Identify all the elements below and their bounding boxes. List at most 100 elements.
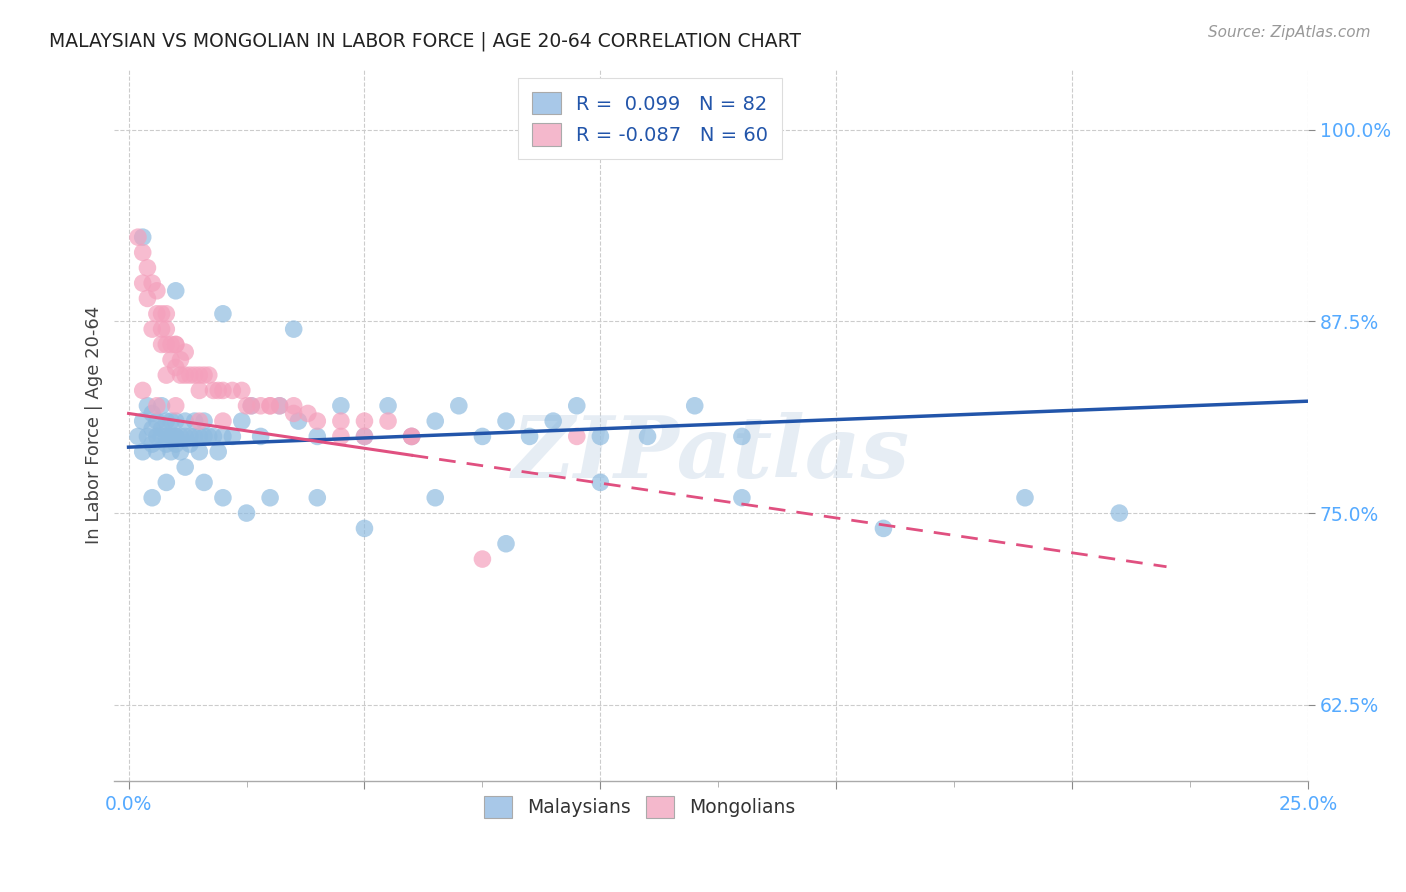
Mongolians [188,368,211,383]
Malaysians [269,399,291,413]
Mongolians [283,399,305,413]
Mongolians [160,352,183,367]
Mongolians [240,399,263,413]
Malaysians [174,460,197,475]
Mongolians [188,414,211,428]
Malaysians [183,414,205,428]
Malaysians [155,414,177,428]
Malaysians [1108,506,1130,520]
Malaysians [179,429,201,443]
Malaysians [307,429,329,443]
Malaysians [235,506,257,520]
Malaysians [589,429,612,443]
Mongolians [193,368,215,383]
Malaysians [165,437,187,451]
Malaysians [565,399,588,413]
Malaysians [132,414,155,428]
Mongolians [150,322,173,336]
Malaysians [183,429,205,443]
Mongolians [146,399,169,413]
Y-axis label: In Labor Force | Age 20-64: In Labor Force | Age 20-64 [86,306,103,544]
Mongolians [197,368,219,383]
Mongolians [132,384,155,398]
Mongolians [155,368,177,383]
Mongolians [401,429,423,443]
Mongolians [150,337,173,351]
Malaysians [150,429,173,443]
Malaysians [240,399,263,413]
Malaysians [471,429,494,443]
Mongolians [259,399,281,413]
Mongolians [165,337,187,351]
Mongolians [150,307,173,321]
Mongolians [471,552,494,566]
Mongolians [155,307,177,321]
Mongolians [202,384,225,398]
Malaysians [202,429,225,443]
Mongolians [132,245,155,260]
Malaysians [174,414,197,428]
Malaysians [179,437,201,451]
Mongolians [165,360,187,375]
Mongolians [353,429,375,443]
Mongolians [141,322,163,336]
Malaysians [150,399,173,413]
Mongolians [401,429,423,443]
Malaysians [136,429,159,443]
Malaysians [287,414,309,428]
Mongolians [132,276,155,290]
Malaysians [146,444,169,458]
Mongolians [146,284,169,298]
Legend: Malaysians, Mongolians: Malaysians, Mongolians [477,789,803,825]
Mongolians [165,337,187,351]
Mongolians [183,368,205,383]
Malaysians [683,399,706,413]
Mongolians [297,406,319,420]
Mongolians [136,260,159,275]
Text: ZIPatlas: ZIPatlas [512,412,910,495]
Mongolians [329,414,352,428]
Malaysians [353,521,375,535]
Malaysians [401,429,423,443]
Mongolians [141,276,163,290]
Malaysians [589,475,612,490]
Malaysians [165,284,187,298]
Malaysians [193,429,215,443]
Malaysians [377,399,399,413]
Malaysians [637,429,659,443]
Mongolians [221,384,243,398]
Malaysians [155,429,177,443]
Mongolians [165,399,187,413]
Malaysians [495,414,517,428]
Mongolians [169,368,191,383]
Malaysians [193,475,215,490]
Mongolians [169,352,191,367]
Malaysians [425,414,447,428]
Malaysians [212,307,235,321]
Malaysians [425,491,447,505]
Mongolians [307,414,329,428]
Malaysians [141,422,163,436]
Malaysians [212,429,235,443]
Malaysians [146,414,169,428]
Malaysians [169,444,191,458]
Malaysians [141,406,163,420]
Malaysians [307,491,329,505]
Malaysians [141,437,163,451]
Malaysians [259,491,281,505]
Malaysians [353,429,375,443]
Mongolians [155,337,177,351]
Malaysians [541,414,564,428]
Mongolians [174,368,197,383]
Mongolians [188,384,211,398]
Mongolians [377,414,399,428]
Mongolians [353,414,375,428]
Malaysians [447,399,470,413]
Mongolians [231,384,253,398]
Malaysians [731,429,754,443]
Malaysians [155,437,177,451]
Malaysians [146,429,169,443]
Mongolians [235,399,257,413]
Malaysians [872,521,894,535]
Mongolians [212,384,235,398]
